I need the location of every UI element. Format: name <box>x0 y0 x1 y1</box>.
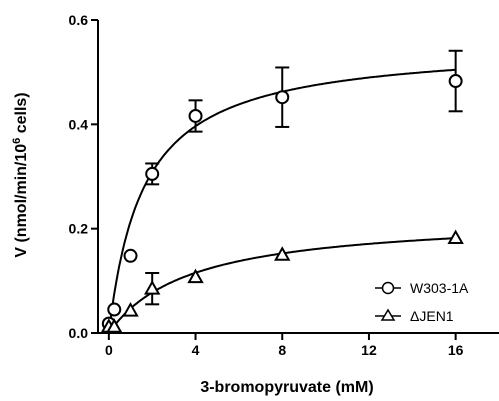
y-tick-label: 0.4 <box>69 116 89 132</box>
data-point-w303 <box>145 166 160 181</box>
legend-item-jen1: ΔJEN1 <box>375 308 454 324</box>
x-tick-label: 16 <box>448 342 464 358</box>
data-point-w303 <box>107 302 122 317</box>
x-tick-label: 4 <box>192 342 200 358</box>
y-axis-title-superscript: 6 <box>11 138 23 144</box>
x-tick-label: 8 <box>278 342 286 358</box>
data-point-jen1 <box>122 302 139 317</box>
y-tick-label: 0.6 <box>69 12 89 28</box>
y-axis-title-prefix: V (nmol/min/10 <box>13 144 30 258</box>
y-axis-title: V (nmol/min/106 cells) <box>11 92 30 257</box>
legend-label-jen1: ΔJEN1 <box>410 308 454 324</box>
data-point-w303 <box>275 90 290 105</box>
x-axis-title: 3-bromopyruvate (mM) <box>200 379 373 396</box>
legend-item-w303: W303-1A <box>375 280 469 296</box>
x-tick-label: 12 <box>361 342 377 358</box>
x-tick-label: 0 <box>105 342 113 358</box>
legend: W303-1A ΔJEN1 <box>375 280 469 324</box>
data-point-jen1 <box>106 318 123 333</box>
legend-marker-circle <box>381 281 395 295</box>
y-axis-title-suffix: cells) <box>13 92 30 137</box>
legend-label-w303: W303-1A <box>410 280 469 296</box>
data-point-jen1 <box>447 229 464 245</box>
y-tick-label: 0.2 <box>69 221 89 237</box>
data-point-w303 <box>188 108 203 123</box>
plot-layer: 0 4 8 12 16 0.0 0.2 0.4 0.6 <box>69 12 499 358</box>
data-point-w303 <box>448 74 463 89</box>
legend-marker-triangle <box>380 308 396 321</box>
y-tick-label: 0.0 <box>69 325 89 341</box>
data-point-jen1 <box>143 280 161 295</box>
data-point-jen1 <box>274 246 291 261</box>
data-point-w303 <box>123 248 138 263</box>
data-point-jen1 <box>187 268 204 284</box>
